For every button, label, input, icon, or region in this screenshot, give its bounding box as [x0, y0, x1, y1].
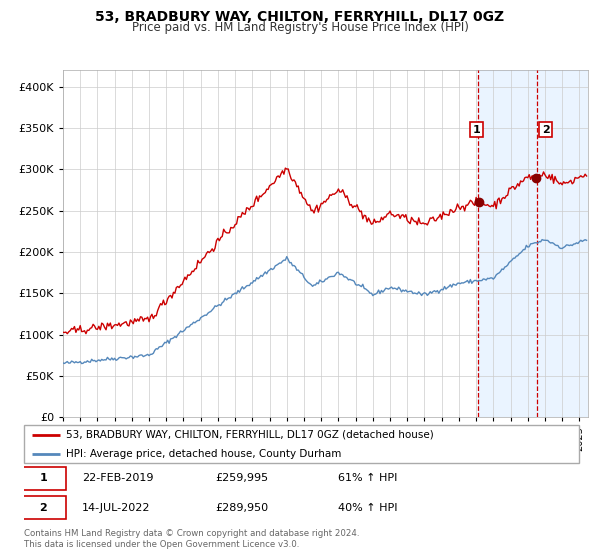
Text: 2: 2: [40, 503, 47, 513]
Text: Contains HM Land Registry data © Crown copyright and database right 2024.
This d: Contains HM Land Registry data © Crown c…: [24, 529, 359, 549]
Text: 61% ↑ HPI: 61% ↑ HPI: [338, 473, 397, 483]
Text: Price paid vs. HM Land Registry's House Price Index (HPI): Price paid vs. HM Land Registry's House …: [131, 21, 469, 34]
Text: 53, BRADBURY WAY, CHILTON, FERRYHILL, DL17 0GZ (detached house): 53, BRADBURY WAY, CHILTON, FERRYHILL, DL…: [65, 430, 433, 440]
Bar: [478, 70, 600, 417]
Text: 1: 1: [40, 473, 47, 483]
Text: 2: 2: [542, 124, 550, 134]
FancyBboxPatch shape: [21, 466, 65, 490]
Text: 14-JUL-2022: 14-JUL-2022: [82, 503, 151, 513]
FancyBboxPatch shape: [21, 496, 65, 519]
Text: 53, BRADBURY WAY, CHILTON, FERRYHILL, DL17 0GZ: 53, BRADBURY WAY, CHILTON, FERRYHILL, DL…: [95, 10, 505, 24]
Text: 1: 1: [473, 124, 481, 134]
Text: HPI: Average price, detached house, County Durham: HPI: Average price, detached house, Coun…: [65, 449, 341, 459]
Text: £259,995: £259,995: [215, 473, 269, 483]
FancyBboxPatch shape: [24, 425, 579, 463]
Text: £289,950: £289,950: [215, 503, 269, 513]
Text: 22-FEB-2019: 22-FEB-2019: [82, 473, 154, 483]
Text: 40% ↑ HPI: 40% ↑ HPI: [338, 503, 397, 513]
